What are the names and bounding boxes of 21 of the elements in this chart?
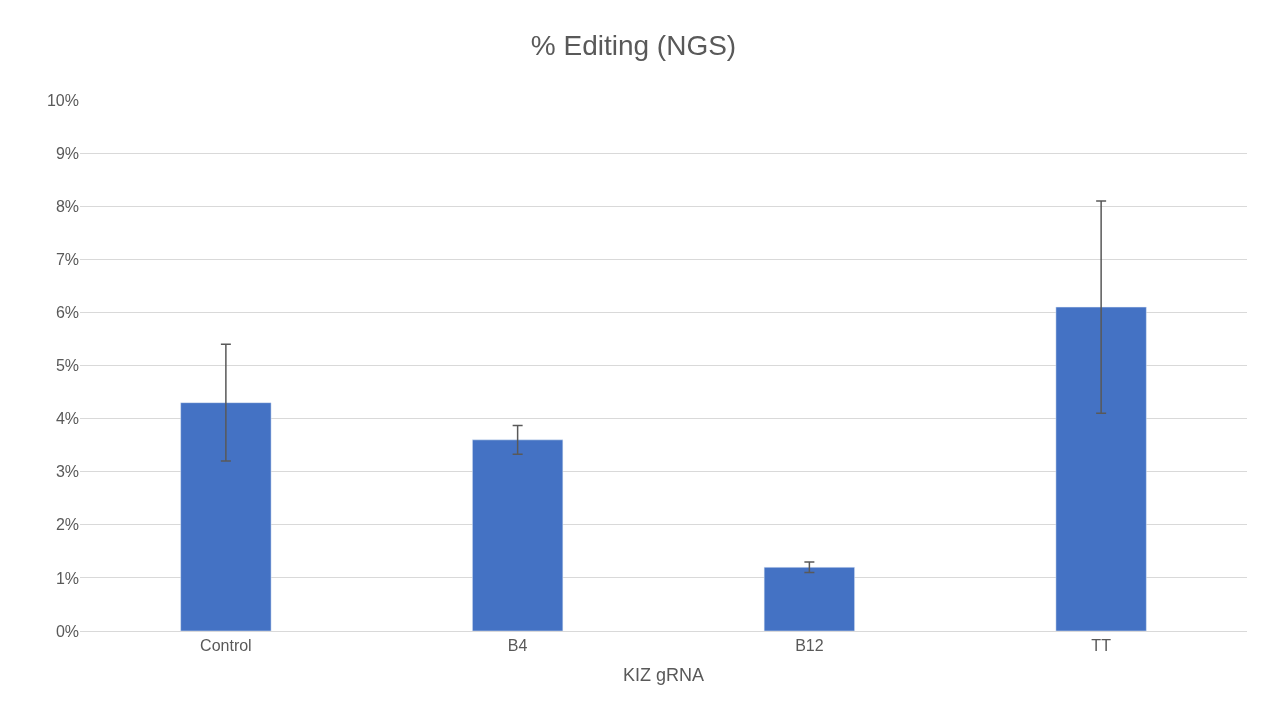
x-tick-label: Control	[200, 637, 252, 655]
y-tick-label: 9%	[55, 144, 79, 162]
x-tick-label: B4	[507, 637, 528, 655]
chart-title: % Editing (NGS)	[530, 30, 737, 62]
y-tick-label: 3%	[55, 463, 79, 481]
y-tick-label: 7%	[55, 250, 79, 268]
y-tick-label: 2%	[55, 516, 79, 534]
y-tick-label: 6%	[55, 304, 79, 321]
x-tick-label: B12	[795, 637, 824, 655]
bar	[180, 402, 272, 631]
y-tick-label: 5%	[55, 357, 79, 375]
y-tick-label: 8%	[55, 197, 79, 215]
y-tick-label: 4%	[55, 410, 79, 428]
x-axis-title: KIZ gRNA	[622, 665, 705, 686]
y-tick-label: 10%	[46, 91, 79, 109]
bar	[472, 439, 564, 631]
y-tick-label: 0%	[55, 622, 79, 640]
y-tick-label: 1%	[55, 569, 79, 587]
bar	[1055, 306, 1147, 631]
x-tick-label: TT	[1091, 637, 1112, 655]
bar	[763, 567, 855, 631]
